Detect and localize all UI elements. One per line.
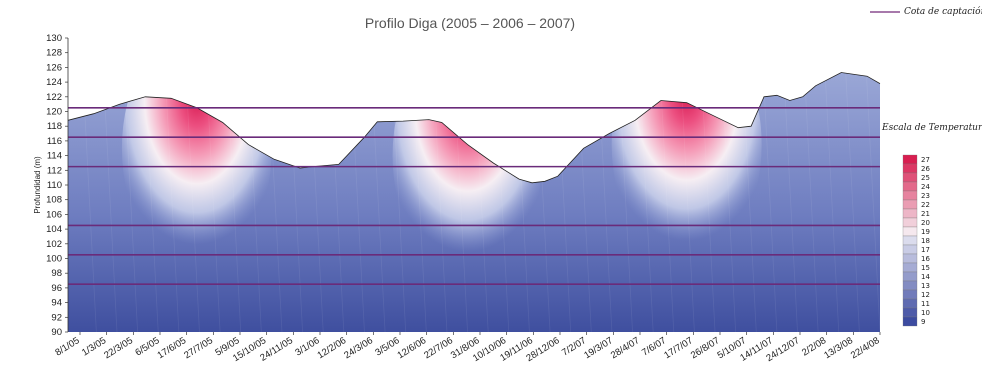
legend-series: Cota de captación	[870, 6, 982, 17]
color-scale-swatch	[902, 181, 918, 192]
color-scale-value: 13	[921, 282, 930, 290]
color-scale-swatch	[902, 217, 918, 228]
y-tick-label: 110	[47, 180, 62, 191]
y-axis-label: Profundidad (m)	[33, 156, 42, 214]
y-tick-label: 94	[51, 298, 62, 309]
y-tick-label: 92	[51, 312, 62, 323]
x-tick-label: 26/8/07	[689, 335, 722, 361]
x-tick-label: 24/3/06	[342, 335, 375, 361]
color-scale-value: 24	[921, 183, 930, 191]
y-tick-label: 124	[46, 77, 62, 88]
x-tick-label: 22/7/06	[422, 335, 455, 361]
isotherm-stroke	[864, 72, 880, 332]
y-tick-label: 98	[51, 268, 62, 279]
x-tick-label: 8/1/05	[53, 335, 81, 358]
y-tick-label: 108	[46, 195, 62, 206]
color-scale-swatch	[902, 262, 918, 273]
y-tick-label: 90	[51, 327, 62, 338]
color-scale-value: 17	[921, 246, 930, 254]
color-scale-swatch	[902, 307, 918, 318]
color-scale-value: 27	[921, 156, 930, 164]
color-scale-swatch	[902, 244, 918, 255]
color-scale: Escala de Temperatura (°C) 2726252423222…	[881, 122, 982, 327]
color-scale-swatch	[902, 172, 918, 183]
warm-core-3	[611, 72, 762, 265]
x-ticks: 8/1/051/3/0522/3/056/5/0517/6/0527/7/055…	[53, 332, 882, 364]
color-scale-value: 16	[921, 255, 930, 263]
chart-title: Profilo Diga (2005 – 2006 – 2007)	[365, 15, 575, 31]
plot-area	[67, 72, 881, 332]
x-tick-label: 28/4/07	[609, 335, 642, 361]
color-scale-value: 14	[921, 273, 930, 281]
x-tick-label: 12/2/06	[316, 335, 349, 361]
color-scale-value: 9	[921, 318, 925, 326]
x-tick-label: 22/3/05	[102, 335, 135, 361]
color-scale-swatch	[902, 316, 918, 327]
x-tick-label: 17/7/07	[662, 335, 695, 361]
warm-core-1	[121, 72, 272, 269]
color-scale-swatch	[902, 289, 918, 300]
y-ticks: 90 92 94 96 98 100 102 104 106 108 110 112 114 116 118…	[46, 33, 68, 338]
isotherm-stroke	[822, 72, 840, 332]
color-scale-value: 15	[921, 264, 930, 272]
color-scale-value: 18	[921, 237, 930, 245]
y-tick-label: 122	[46, 92, 62, 103]
color-scale-value: 22	[921, 201, 930, 209]
warm-core-2	[392, 72, 543, 276]
x-tick-label: 22/4/08	[849, 335, 882, 361]
y-tick-label: 102	[46, 239, 62, 250]
surface-line	[67, 72, 881, 184]
x-tick-label: 19/3/07	[582, 335, 615, 361]
legend-series-label: Cota de captación	[904, 6, 982, 17]
y-tick-label: 106	[46, 209, 62, 220]
y-tick-label: 118	[47, 121, 62, 132]
color-scale-value: 11	[921, 300, 930, 308]
color-scale-swatch	[902, 208, 918, 219]
color-scale-value: 23	[921, 192, 930, 200]
color-scale-swatch	[902, 253, 918, 264]
x-tick-label: 17/6/05	[156, 335, 189, 361]
y-tick-label: 104	[46, 224, 62, 235]
color-scale-value: 10	[921, 309, 930, 317]
color-scale-swatch	[902, 190, 918, 201]
y-tick-label: 96	[51, 283, 62, 294]
color-scale-swatch	[902, 298, 918, 309]
color-scale-value: 26	[921, 165, 930, 173]
color-scale-value: 20	[921, 219, 930, 227]
color-scale-swatch	[902, 235, 918, 246]
y-tick-label: 114	[47, 151, 62, 162]
color-scale-value: 21	[921, 210, 930, 218]
color-scale-swatch	[902, 226, 918, 237]
y-tick-label: 126	[46, 62, 62, 73]
color-scale-value: 25	[921, 174, 930, 182]
x-tick-label: 13/3/08	[822, 335, 855, 361]
y-tick-label: 130	[46, 33, 62, 44]
x-tick-label: 12/6/06	[396, 335, 429, 361]
color-scale-swatch	[902, 199, 918, 210]
color-scale-swatch	[902, 163, 918, 174]
isotherm-stroke	[843, 72, 860, 332]
x-tick-label: 27/7/05	[182, 335, 215, 361]
color-scale-label: Escala de Temperatura (°C)	[881, 122, 982, 133]
y-tick-label: 112	[47, 165, 62, 176]
y-tick-label: 128	[46, 48, 62, 59]
y-axis: 90 92 94 96 98 100 102 104 106 108 110 112 114 116 118…	[33, 33, 69, 338]
color-scale-swatch	[902, 280, 918, 291]
y-tick-label: 120	[46, 107, 62, 118]
y-tick-label: 100	[46, 254, 62, 265]
color-scale-value: 19	[921, 228, 930, 236]
color-scale-swatch	[902, 154, 918, 165]
color-scale-value: 12	[921, 291, 930, 299]
y-tick-label: 116	[47, 136, 62, 147]
color-scale-swatch	[902, 271, 918, 282]
